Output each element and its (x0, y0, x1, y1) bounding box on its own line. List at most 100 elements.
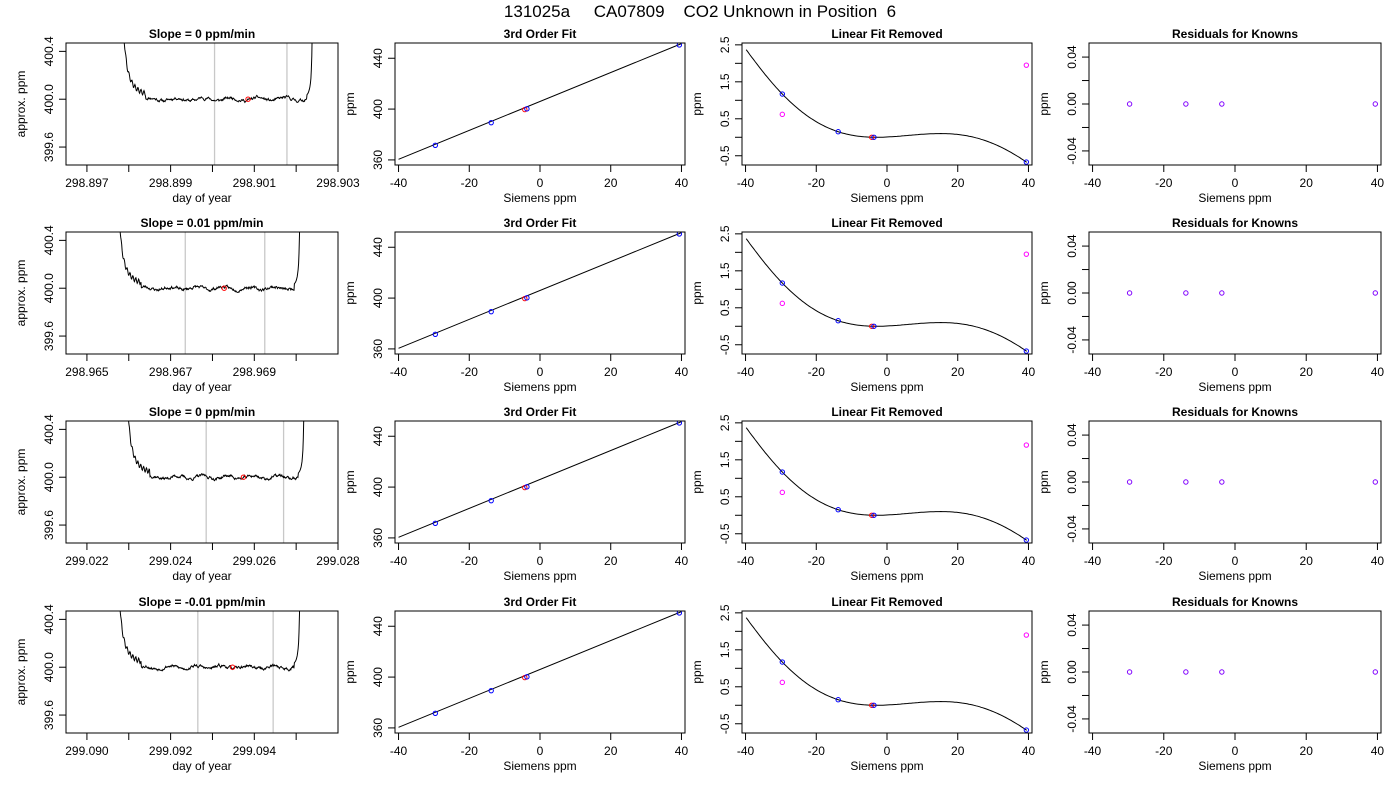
data-point (779, 300, 786, 307)
data-point (835, 697, 841, 703)
y-tick-label: 1.5 (718, 73, 732, 90)
data-point (1183, 479, 1189, 485)
x-tick-label: 298.897 (65, 176, 109, 190)
data-point (488, 497, 494, 504)
plot-area (745, 49, 1030, 165)
plot-frame (741, 420, 1033, 544)
x-tick-label: -40 (737, 176, 755, 190)
y-tick-label: 440 (371, 48, 385, 68)
data-point (676, 232, 683, 237)
plot-frame (394, 610, 686, 734)
y-axis-label: ppm (1037, 281, 1051, 304)
data-point (1023, 632, 1030, 638)
y-tick-label: -0.5 (718, 145, 732, 166)
x-tick-label: 40 (1022, 176, 1036, 190)
panel-r4-c1: Slope = -0.01 ppm/min 299.090 299.092 299.0… (14, 595, 339, 773)
panel-r3-c4: Residuals for Knowns -40 -20 0 20 40 -0.04 0.00… (1037, 405, 1384, 583)
x-tick-label: -20 (808, 554, 826, 568)
data-point (869, 512, 875, 518)
plot-area (745, 238, 1030, 354)
data-point (779, 469, 786, 475)
fit-curve (745, 238, 1027, 352)
panel-title: Linear Fit Removed (831, 216, 942, 230)
y-axis-label: approx. ppm (14, 71, 28, 138)
panel-title: 3rd Order Fit (504, 27, 577, 41)
panel-title: Linear Fit Removed (831, 27, 942, 41)
y-axis-label: ppm (690, 470, 704, 493)
y-axis-label: approx. ppm (14, 449, 28, 516)
plot-frame (65, 610, 339, 734)
x-tick-label: -20 (1155, 744, 1173, 758)
fit-line (398, 421, 682, 538)
panel-title: Residuals for Knowns (1172, 595, 1298, 609)
y-tick-label: 400.0 (42, 652, 56, 682)
x-tick-label: 0 (884, 744, 891, 758)
data-point (524, 106, 530, 112)
mean-marker (229, 664, 236, 670)
data-point (1023, 159, 1030, 165)
y-axis-label: approx. ppm (14, 639, 28, 706)
y-tick-label: 2.5 (718, 36, 732, 53)
y-tick-label: 0.04 (1065, 45, 1079, 69)
plot-area (119, 611, 301, 733)
x-tick-label: -40 (737, 365, 755, 379)
x-axis-label: Siemens ppm (1198, 759, 1271, 773)
plot-frame (741, 231, 1033, 355)
fit-curve (745, 617, 1027, 731)
y-tick-label: 1.5 (718, 262, 732, 279)
y-axis-label: ppm (343, 92, 357, 115)
y-tick-label: 440 (371, 616, 385, 636)
y-tick-label: 0.04 (1065, 234, 1079, 258)
x-axis-label: Siemens ppm (850, 191, 923, 205)
data-point (779, 489, 786, 496)
y-tick-label: 1.5 (718, 641, 732, 658)
x-tick-label: 40 (1371, 744, 1385, 758)
x-tick-label: 40 (675, 554, 689, 568)
y-tick-label: 400.4 (42, 604, 56, 634)
data-point (1126, 101, 1133, 107)
plot-frame (65, 420, 339, 544)
plot-frame (741, 610, 1033, 734)
x-tick-label: 299.094 (233, 744, 277, 758)
data-trace (123, 43, 313, 104)
x-tick-label: 298.899 (149, 176, 193, 190)
fit-line (398, 611, 682, 728)
data-point (676, 611, 683, 616)
x-tick-label: 298.903 (316, 176, 360, 190)
data-point (779, 91, 786, 97)
x-tick-label: 20 (604, 365, 618, 379)
x-axis-label: Siemens ppm (503, 380, 576, 394)
plot-area (128, 421, 305, 543)
data-point (869, 134, 875, 140)
y-axis-label: ppm (343, 281, 357, 304)
data-point (1372, 101, 1379, 107)
panel-r1-c2: 3rd Order Fit -40 -20 0 20 40 360 400 440 Siemens… (343, 27, 688, 205)
y-tick-label: 399.6 (42, 132, 56, 162)
panel-r1-c4: Residuals for Knowns -40 -20 0 20 40 -0.04 0.00… (1037, 27, 1384, 205)
x-tick-label: 298.969 (233, 365, 277, 379)
panel-title: Residuals for Knowns (1172, 27, 1298, 41)
x-tick-label: -40 (390, 554, 408, 568)
data-point (524, 295, 530, 301)
data-point (1219, 101, 1225, 107)
panel-title: 3rd Order Fit (504, 595, 577, 609)
mean-marker (221, 285, 227, 291)
x-axis-label: day of year (172, 380, 231, 394)
x-tick-label: -40 (1084, 365, 1102, 379)
plot-frame (1088, 420, 1382, 544)
plot-frame (394, 231, 686, 355)
x-tick-label: 20 (604, 744, 618, 758)
x-tick-label: 20 (1300, 176, 1314, 190)
x-tick-label: 299.028 (316, 554, 360, 568)
y-tick-label: 400.4 (42, 36, 56, 66)
x-tick-label: 40 (675, 365, 689, 379)
data-point (676, 421, 683, 426)
x-tick-label: 40 (1371, 176, 1385, 190)
y-tick-label: 399.6 (42, 700, 56, 730)
plot-area (123, 43, 313, 165)
x-tick-label: 299.092 (149, 744, 193, 758)
plot-frame (741, 42, 1033, 166)
x-tick-label: 20 (1300, 744, 1314, 758)
x-tick-label: 0 (884, 176, 891, 190)
panel-title: Residuals for Knowns (1172, 405, 1298, 419)
